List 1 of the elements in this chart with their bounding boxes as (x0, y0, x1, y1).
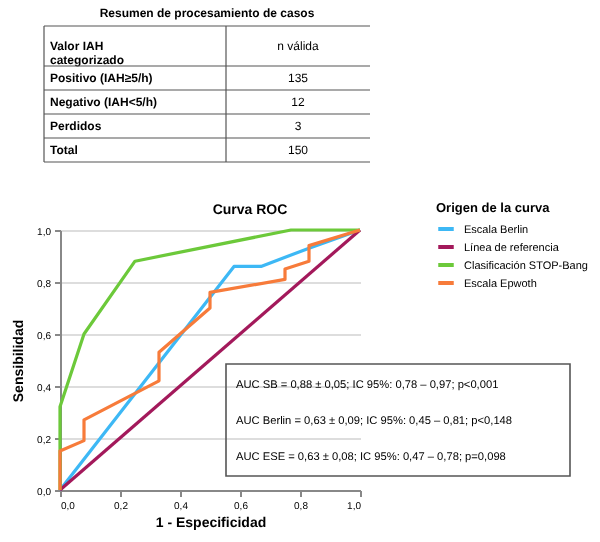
line-series (58, 228, 362, 492)
